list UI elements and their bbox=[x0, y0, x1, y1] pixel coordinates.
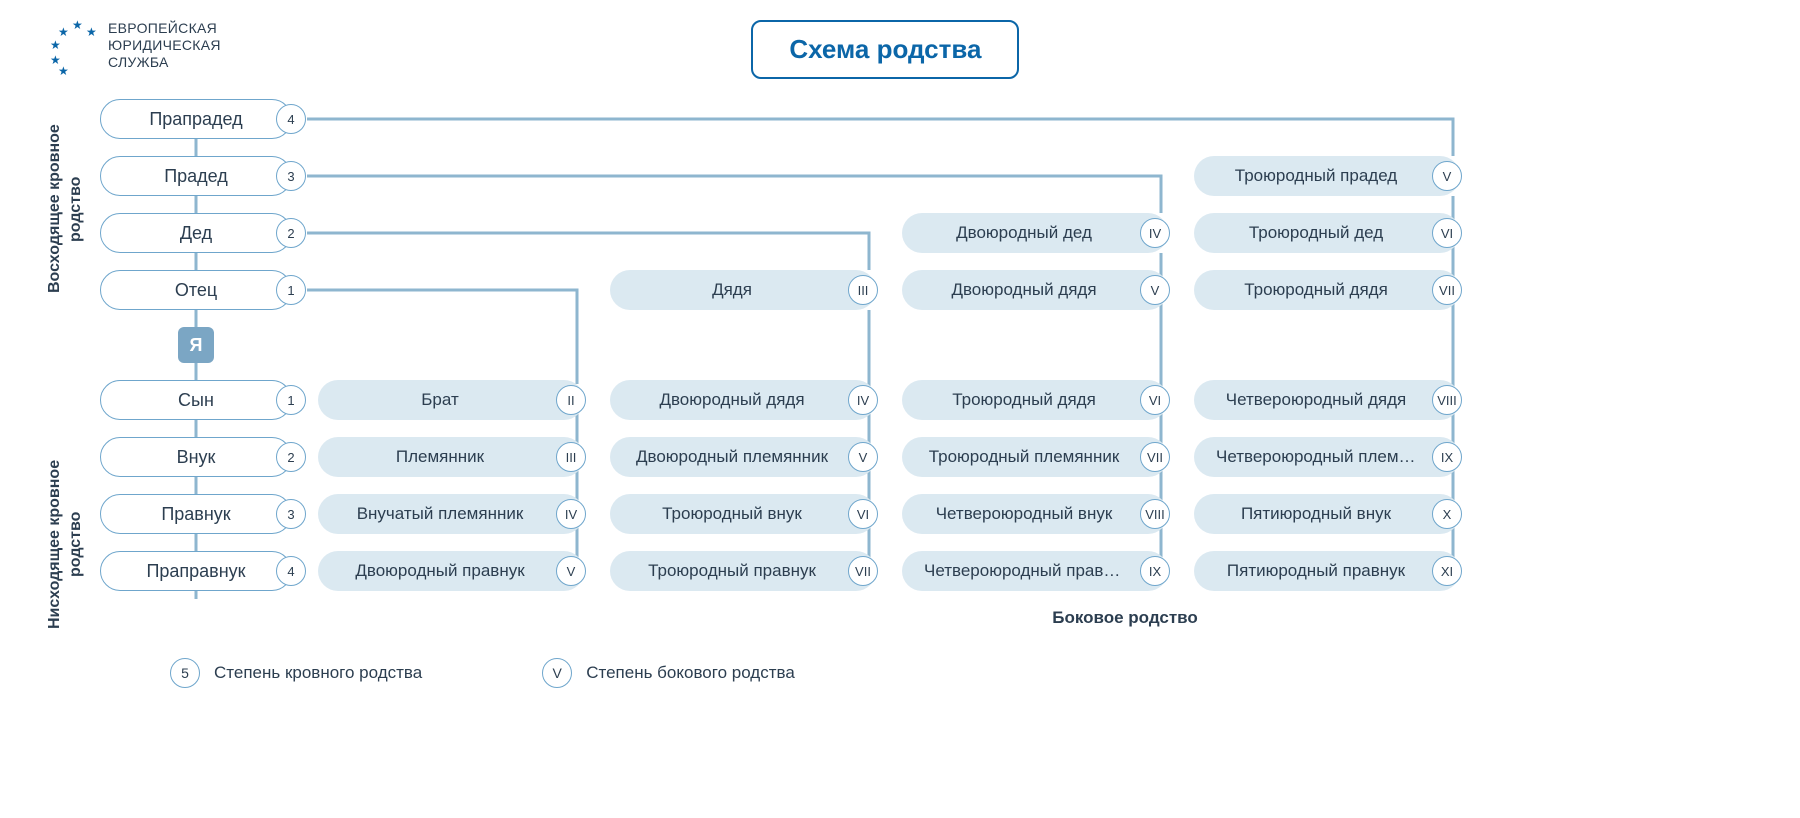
badge: 2 bbox=[276, 442, 306, 472]
row-0: Прапрадед 4 bbox=[100, 99, 1750, 139]
badge: 3 bbox=[276, 161, 306, 191]
label-ascending: Восходящее кровное родство bbox=[45, 99, 87, 319]
badge: IV bbox=[1140, 218, 1170, 248]
node-prapraded: Прапрадед 4 bbox=[100, 99, 292, 139]
row-7: Правнук 3 Внучатый племянник IV Троюродн… bbox=[100, 494, 1750, 534]
node-troyur-ded: Троюродный дед VI bbox=[1194, 213, 1460, 253]
badge: VIII bbox=[1432, 385, 1462, 415]
node-r7c4: Пятиюродный внук X bbox=[1194, 494, 1460, 534]
row-ego: Я bbox=[100, 327, 1750, 363]
legend-side-text: Степень бокового родства bbox=[586, 663, 795, 683]
badge: III bbox=[556, 442, 586, 472]
node-r5c2: Двоюродный дядя IV bbox=[610, 380, 876, 420]
node-r8c3: Четвероюродный правнук IX bbox=[902, 551, 1168, 591]
node-prapravnuk: Праправнук 4 bbox=[100, 551, 292, 591]
header: ★ ★ ★ ★ ★ ★ ЕВРОПЕЙСКАЯ ЮРИДИЧЕСКАЯ СЛУЖ… bbox=[50, 20, 1750, 79]
label-lateral: Боковое родство bbox=[500, 608, 1750, 628]
node-r8c4: Пятиюродный правнук XI bbox=[1194, 551, 1460, 591]
grid: Прапрадед 4 Прадед 3 Троюродный прадед V… bbox=[100, 99, 1750, 628]
node-syn: Сын 1 bbox=[100, 380, 292, 420]
logo: ★ ★ ★ ★ ★ ★ ЕВРОПЕЙСКАЯ ЮРИДИЧЕСКАЯ СЛУЖ… bbox=[50, 20, 221, 70]
node-r6c2: Двоюродный племянник V bbox=[610, 437, 876, 477]
node-vnuk: Внук 2 bbox=[100, 437, 292, 477]
badge: 1 bbox=[276, 385, 306, 415]
legend-side: V Степень бокового родства bbox=[542, 658, 795, 688]
badge: IX bbox=[1432, 442, 1462, 472]
badge: 2 bbox=[276, 218, 306, 248]
badge: VI bbox=[1140, 385, 1170, 415]
badge: II bbox=[556, 385, 586, 415]
logo-line3: СЛУЖБА bbox=[108, 54, 221, 71]
node-ded: Дед 2 bbox=[100, 213, 292, 253]
node-praded: Прадед 3 bbox=[100, 156, 292, 196]
badge: VII bbox=[1432, 275, 1462, 305]
logo-stars-icon: ★ ★ ★ ★ ★ ★ bbox=[50, 20, 100, 70]
legend-side-badge: V bbox=[542, 658, 572, 688]
badge: 3 bbox=[276, 499, 306, 529]
badge: 4 bbox=[276, 556, 306, 586]
badge: V bbox=[556, 556, 586, 586]
node-dyadya: Дядя III bbox=[610, 270, 876, 310]
node-r6c4: Четвероюродный племянник IX bbox=[1194, 437, 1460, 477]
row-3: Отец 1 Дядя III Двоюродный дядя V Троюро… bbox=[100, 270, 1750, 310]
badge: VI bbox=[1432, 218, 1462, 248]
badge: VIII bbox=[1140, 499, 1170, 529]
badge: 1 bbox=[276, 275, 306, 305]
page-title: Схема родства bbox=[751, 20, 1019, 79]
badge: IV bbox=[556, 499, 586, 529]
badge: IX bbox=[1140, 556, 1170, 586]
badge: X bbox=[1432, 499, 1462, 529]
node-troyur-dyadya: Троюродный дядя VII bbox=[1194, 270, 1460, 310]
badge: V bbox=[848, 442, 878, 472]
row-8: Праправнук 4 Двоюродный правнук V Троюро… bbox=[100, 551, 1750, 591]
label-descending: Нисходящее кровное родство bbox=[45, 434, 87, 654]
node-r7c3: Четвероюродный внук VIII bbox=[902, 494, 1168, 534]
logo-line2: ЮРИДИЧЕСКАЯ bbox=[108, 37, 221, 54]
node-r8c2: Троюродный правнук VII bbox=[610, 551, 876, 591]
logo-line1: ЕВРОПЕЙСКАЯ bbox=[108, 20, 221, 37]
legend-blood-text: Степень кровного родства bbox=[214, 663, 422, 683]
badge: VII bbox=[848, 556, 878, 586]
badge: XI bbox=[1432, 556, 1462, 586]
legend: 5 Степень кровного родства V Степень бок… bbox=[170, 658, 1750, 688]
legend-blood: 5 Степень кровного родства bbox=[170, 658, 422, 688]
legend-blood-badge: 5 bbox=[170, 658, 200, 688]
kinship-diagram: Восходящее кровное родство Нисходящее кр… bbox=[50, 99, 1750, 628]
node-dvoyur-ded: Двоюродный дед IV bbox=[902, 213, 1168, 253]
node-troyur-praded: Троюродный прадед V bbox=[1194, 156, 1460, 196]
badge: 4 bbox=[276, 104, 306, 134]
node-dvoyur-dyadya: Двоюродный дядя V bbox=[902, 270, 1168, 310]
node-brat: Брат II bbox=[318, 380, 584, 420]
badge: VII bbox=[1140, 442, 1170, 472]
logo-text: ЕВРОПЕЙСКАЯ ЮРИДИЧЕСКАЯ СЛУЖБА bbox=[108, 20, 221, 70]
badge: VI bbox=[848, 499, 878, 529]
badge: V bbox=[1140, 275, 1170, 305]
row-1: Прадед 3 Троюродный прадед V bbox=[100, 156, 1750, 196]
node-ego: Я bbox=[178, 327, 214, 363]
row-2: Дед 2 Двоюродный дед IV Троюродный дед V… bbox=[100, 213, 1750, 253]
badge: III bbox=[848, 275, 878, 305]
badge: V bbox=[1432, 161, 1462, 191]
node-r7c2: Троюродный внук VI bbox=[610, 494, 876, 534]
node-r7c1: Внучатый племянник IV bbox=[318, 494, 584, 534]
node-r6c3: Троюродный племянник VII bbox=[902, 437, 1168, 477]
badge: IV bbox=[848, 385, 878, 415]
node-r8c1: Двоюродный правнук V bbox=[318, 551, 584, 591]
node-pravnuk: Правнук 3 bbox=[100, 494, 292, 534]
node-r5c3: Троюродный дядя VI bbox=[902, 380, 1168, 420]
node-r5c4: Четвероюродный дядя VIII bbox=[1194, 380, 1460, 420]
row-5: Сын 1 Брат II Двоюродный дядя IV Троюрод… bbox=[100, 380, 1750, 420]
row-6: Внук 2 Племянник III Двоюродный племянни… bbox=[100, 437, 1750, 477]
node-r6c1: Племянник III bbox=[318, 437, 584, 477]
node-otets: Отец 1 bbox=[100, 270, 292, 310]
